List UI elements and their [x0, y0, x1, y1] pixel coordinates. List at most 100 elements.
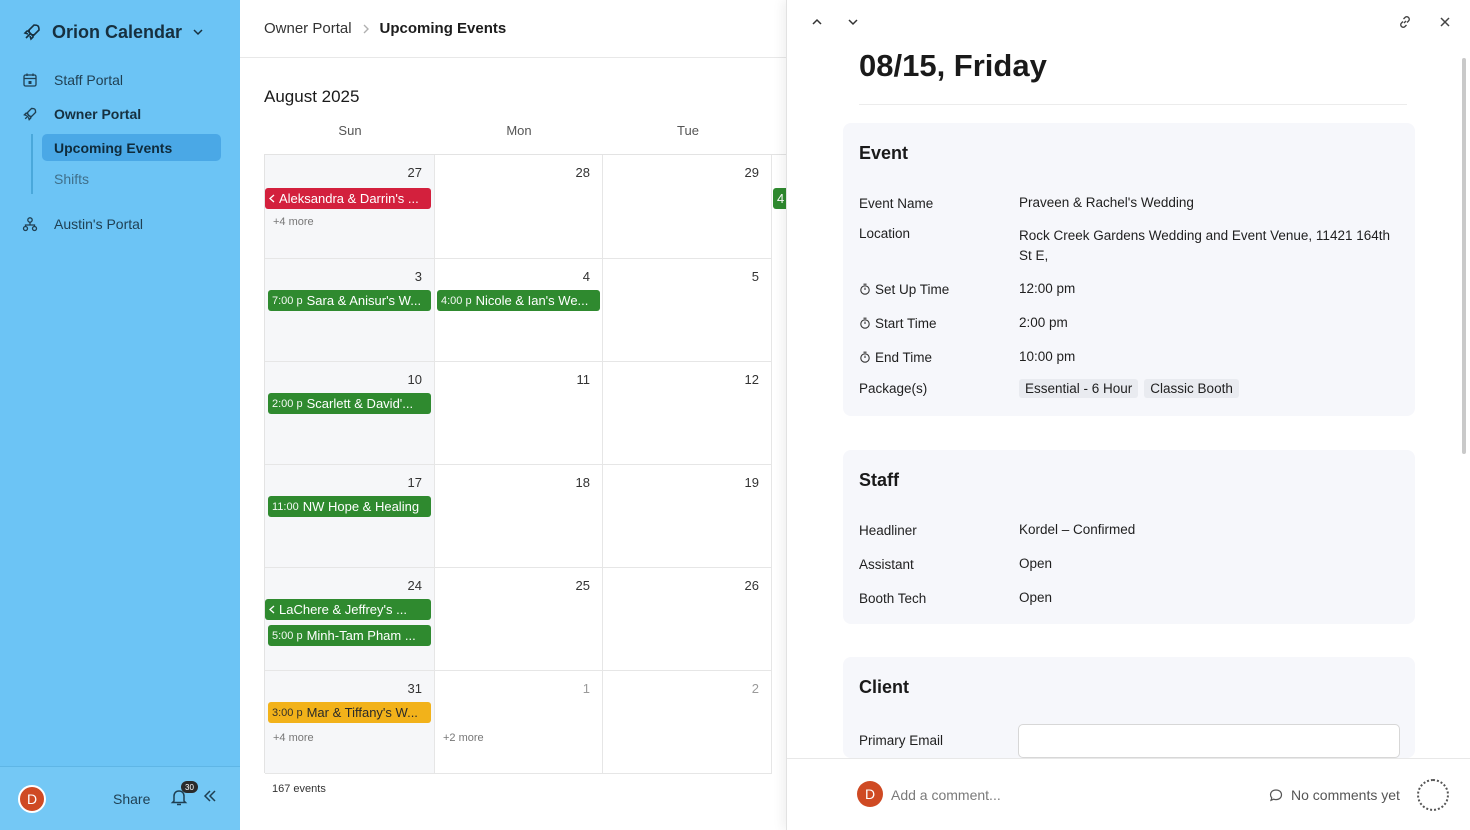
- day-number: 3: [414, 269, 422, 284]
- primary-email-input[interactable]: [1018, 724, 1400, 758]
- comment-bar: D Add a comment... No comments yet: [787, 758, 1470, 830]
- next-record-button[interactable]: [843, 12, 863, 32]
- calendar-event[interactable]: 4:00 p Nicole & Ian's We...: [437, 290, 600, 311]
- event-detail-panel: 08/15, Friday Event Event Name Praveen &…: [786, 0, 1470, 830]
- end-time-value[interactable]: 10:00 pm: [1019, 349, 1076, 364]
- day-cell[interactable]: 18: [435, 465, 603, 568]
- comment-input[interactable]: Add a comment...: [891, 787, 1001, 803]
- weekday-header: Tue: [677, 123, 699, 138]
- calendar-event[interactable]: LaChere & Jeffrey's ...: [265, 599, 431, 620]
- sidebar-subitem-upcoming-events[interactable]: Upcoming Events: [42, 134, 221, 161]
- calendar-event[interactable]: 4: [773, 188, 786, 209]
- event-card: Event Event Name Praveen & Rachel's Wedd…: [843, 123, 1415, 416]
- comment-icon: [1269, 789, 1283, 802]
- booth-tech-value[interactable]: Open: [1019, 590, 1053, 605]
- field-row: End Time 10:00 pm: [859, 347, 1399, 367]
- sidebar-item-label: Staff Portal: [54, 72, 124, 88]
- staff-card: Staff Headliner Kordel – Confirmed Assis…: [843, 450, 1415, 624]
- sidebar-item-staff-portal[interactable]: Staff Portal: [22, 67, 123, 93]
- field-label: Package(s): [859, 381, 928, 396]
- event-name-value[interactable]: Praveen & Rachel's Wedding: [1019, 195, 1194, 210]
- day-cell[interactable]: 29: [603, 155, 772, 259]
- day-cell[interactable]: 5: [603, 259, 772, 362]
- breadcrumb-upcoming-events: Upcoming Events: [379, 20, 507, 37]
- day-cell[interactable]: 11: [435, 362, 603, 465]
- field-label: Set Up Time: [875, 281, 950, 297]
- sidebar-item-owner-portal[interactable]: Owner Portal: [22, 101, 141, 127]
- breadcrumb-owner-portal[interactable]: Owner Portal: [264, 20, 352, 37]
- assistant-value[interactable]: Open: [1019, 556, 1053, 571]
- day-cell[interactable]: 26: [603, 568, 772, 671]
- sidebar-footer: D Share 30: [0, 766, 240, 830]
- avatar[interactable]: D: [18, 785, 46, 813]
- day-cell[interactable]: 28: [435, 155, 603, 259]
- day-cell[interactable]: 12: [603, 362, 772, 465]
- day-cell[interactable]: 25: [435, 568, 603, 671]
- field-row: Package(s) Essential - 6 Hour Classic Boo…: [859, 379, 1399, 398]
- setup-time-value[interactable]: 12:00 pm: [1019, 281, 1076, 296]
- day-number: 18: [575, 475, 590, 490]
- event-time: 2:00 p: [272, 397, 303, 410]
- day-cell[interactable]: 1: [435, 671, 603, 774]
- day-number: 11: [576, 372, 591, 387]
- event-title: LaChere & Jeffrey's ...: [279, 602, 407, 617]
- sidebar-subitem-shifts[interactable]: Shifts: [54, 170, 90, 187]
- day-number: 24: [407, 578, 422, 593]
- day-number: 28: [575, 165, 590, 180]
- day-cell[interactable]: 19: [603, 465, 772, 568]
- calendar-event[interactable]: 2:00 p Scarlett & David'...: [268, 393, 431, 414]
- event-title: 4: [777, 191, 785, 206]
- location-value[interactable]: Rock Creek Gardens Wedding and Event Ven…: [1019, 228, 1390, 263]
- field-label: Headliner: [859, 522, 917, 538]
- notification-badge: 30: [181, 781, 198, 793]
- field-row: Start Time 2:00 pm: [859, 313, 1399, 333]
- calendar-event[interactable]: Aleksandra & Darrin's ...: [265, 188, 431, 209]
- chevron-right-icon: [363, 24, 369, 33]
- sidebar: Orion Calendar Staff Portal Owner Portal…: [0, 0, 240, 830]
- scrollbar[interactable]: [1462, 58, 1466, 454]
- calendar-event[interactable]: 3:00 p Mar & Tiffany's W...: [268, 702, 431, 723]
- chevron-up-icon: [812, 18, 822, 25]
- day-number: 12: [744, 372, 759, 387]
- stopwatch-icon: [860, 317, 870, 329]
- event-title: Aleksandra & Darrin's ...: [279, 191, 419, 206]
- previous-record-button[interactable]: [807, 12, 827, 32]
- day-cell[interactable]: 2: [603, 671, 772, 774]
- calendar-event[interactable]: 7:00 p Sara & Anisur's W...: [268, 290, 431, 311]
- calendar-icon: [23, 73, 37, 87]
- workspace-switcher[interactable]: Orion Calendar: [22, 18, 204, 46]
- stopwatch-icon: [860, 351, 870, 363]
- day-cell[interactable]: 4: [435, 259, 603, 362]
- collapse-sidebar-icon[interactable]: [203, 789, 217, 803]
- calendar-event[interactable]: 11:00 NW Hope & Healing: [268, 496, 431, 517]
- more-events-link[interactable]: +4 more: [273, 732, 314, 744]
- org-chart-icon: [22, 217, 38, 232]
- calendar-event[interactable]: 5:00 p Minh-Tam Pham ...: [268, 625, 431, 646]
- more-events-link[interactable]: +4 more: [273, 216, 314, 228]
- copy-link-button[interactable]: [1395, 12, 1415, 32]
- share-button[interactable]: Share: [113, 791, 151, 807]
- field-row: Set Up Time 12:00 pm: [859, 279, 1399, 299]
- breadcrumb: Owner Portal Upcoming Events: [240, 0, 786, 58]
- sidebar-item-label: Owner Portal: [54, 106, 142, 122]
- packages-value[interactable]: Essential - 6 Hour Classic Booth: [1019, 379, 1399, 398]
- day-number: 27: [407, 165, 422, 180]
- close-panel-button[interactable]: [1435, 12, 1455, 32]
- stopwatch-icon: [860, 283, 870, 295]
- more-events-link[interactable]: +2 more: [443, 732, 484, 744]
- start-time-value[interactable]: 2:00 pm: [1019, 315, 1068, 330]
- headliner-value[interactable]: Kordel – Confirmed: [1019, 522, 1136, 537]
- event-time: 4:00 p: [441, 294, 472, 307]
- avatar: D: [857, 781, 883, 807]
- field-label-wrap: Set Up Time: [859, 279, 1019, 299]
- event-title: Minh-Tam Pham ...: [306, 628, 416, 643]
- chevron-down-icon: [848, 19, 858, 26]
- sidebar-item-austins-portal[interactable]: Austin's Portal: [22, 211, 143, 237]
- close-icon: [1440, 17, 1450, 27]
- link-icon: [1400, 16, 1410, 28]
- comments-status: No comments yet: [1269, 787, 1400, 803]
- sidebar-item-label: Austin's Portal: [54, 216, 144, 232]
- bell-icon[interactable]: [170, 787, 188, 807]
- event-title: Nicole & Ian's We...: [475, 293, 589, 308]
- chevron-down-icon: [193, 29, 203, 36]
